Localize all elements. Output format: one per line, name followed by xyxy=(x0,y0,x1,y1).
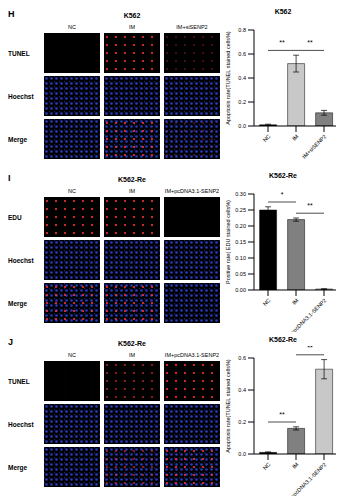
svg-text:0.00: 0.00 xyxy=(235,287,246,293)
svg-text:0.25: 0.25 xyxy=(235,207,246,213)
svg-text:**: ** xyxy=(279,39,285,46)
svg-text:IM: IM xyxy=(291,133,300,142)
html-text:IM+pcDNA3.1-SENP2: IM+pcDNA3.1-SENP2 xyxy=(164,352,220,358)
html-text:IM: IM xyxy=(128,352,136,358)
svg-text:0.0: 0.0 xyxy=(238,451,246,457)
svg-text:0.2: 0.2 xyxy=(238,99,246,105)
html-text:TUNEL: TUNEL xyxy=(8,377,30,385)
svg-text:0.15: 0.15 xyxy=(235,239,246,245)
svg-text:IM: IM xyxy=(291,461,300,470)
svg-text:NC: NC xyxy=(262,297,272,307)
svg-text:NC: NC xyxy=(262,133,272,143)
html-text:TUNEL: TUNEL xyxy=(8,49,30,57)
html-text:I: I xyxy=(8,173,11,183)
html-text:K562-Re: K562-Re xyxy=(269,172,297,179)
svg-text:0.2: 0.2 xyxy=(238,419,246,425)
svg-text:0.6: 0.6 xyxy=(238,51,246,57)
html-text:IM+siSENP2: IM+siSENP2 xyxy=(176,24,208,30)
html-text:NC: NC xyxy=(68,24,76,30)
html-text:EDU: EDU xyxy=(8,213,22,221)
svg-text:IM: IM xyxy=(291,297,300,306)
html-text:K562: K562 xyxy=(274,8,292,15)
html-text:Hoechst: Hoechst xyxy=(8,420,34,428)
html-text:IM: IM xyxy=(128,188,136,194)
svg-text:**: ** xyxy=(279,411,285,418)
svg-text:**: ** xyxy=(307,39,313,46)
svg-text:0.8: 0.8 xyxy=(238,27,246,33)
svg-text:0.0: 0.0 xyxy=(238,123,246,129)
svg-text:0.30: 0.30 xyxy=(235,191,246,197)
svg-text:*: * xyxy=(281,191,284,198)
svg-text:Positive rate( EDU stained cel: Positive rate( EDU stained cells%) xyxy=(225,200,231,284)
svg-text:0.6: 0.6 xyxy=(238,355,246,361)
svg-text:**: ** xyxy=(307,202,313,209)
svg-text:0.20: 0.20 xyxy=(235,223,246,229)
html-text:H: H xyxy=(8,9,15,19)
svg-text:0.05: 0.05 xyxy=(235,271,246,277)
svg-text:IM+pcDNA3.1-SENP2: IM+pcDNA3.1-SENP2 xyxy=(285,297,328,332)
svg-text:Apoptosis rate(TUNEL stained c: Apoptosis rate(TUNEL stained cells%) xyxy=(225,359,231,453)
svg-text:0.10: 0.10 xyxy=(235,255,246,261)
svg-text:**: ** xyxy=(307,346,313,351)
html-text:K562: K562 xyxy=(123,12,141,19)
svg-text:IM+siSENP2: IM+siSENP2 xyxy=(301,133,327,159)
html-text:IM: IM xyxy=(128,24,136,30)
html-text:J: J xyxy=(8,337,13,347)
html-text:K562-Re: K562-Re xyxy=(118,176,146,183)
svg-text:0.4: 0.4 xyxy=(238,387,246,393)
html-text:IM+pcDNA3.1-SENP2: IM+pcDNA3.1-SENP2 xyxy=(164,188,220,194)
html-text:Hoechst: Hoechst xyxy=(8,256,34,264)
html-text:NC: NC xyxy=(68,188,76,194)
html-text:Merge: Merge xyxy=(8,299,28,307)
html-text:NC: NC xyxy=(68,352,76,358)
html-text:K562-Re: K562-Re xyxy=(118,340,146,347)
svg-text:0.4: 0.4 xyxy=(238,75,246,81)
html-text:Merge: Merge xyxy=(8,463,28,471)
html-text:Hoechst: Hoechst xyxy=(8,92,34,100)
svg-text:Apoptosis rate(TUNEL stained c: Apoptosis rate(TUNEL stained cells%) xyxy=(225,31,231,125)
html-text:Merge: Merge xyxy=(8,135,28,143)
svg-text:IM+pcDNA3.1-SENP2: IM+pcDNA3.1-SENP2 xyxy=(285,461,328,496)
svg-text:NC: NC xyxy=(262,461,272,471)
html-text:K562-Re: K562-Re xyxy=(269,336,297,343)
